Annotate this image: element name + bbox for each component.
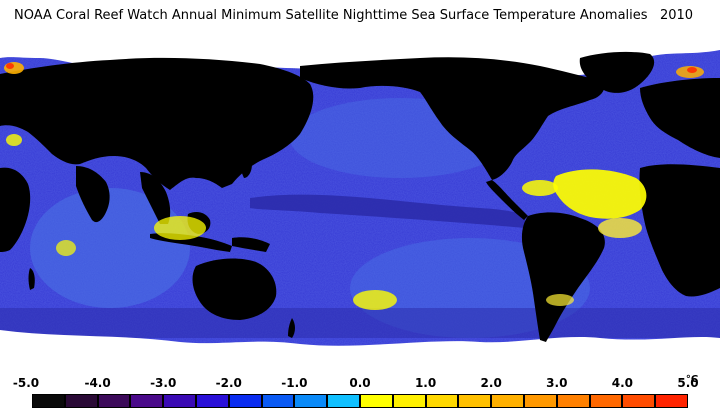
legend-swatch: [359, 394, 393, 408]
equatorial-cold-band: [250, 194, 525, 228]
legend-tick-label: -2.0: [215, 376, 242, 390]
legend-swatch: [491, 394, 524, 408]
madagascar: [28, 268, 35, 290]
legend-tick-label: 2.0: [480, 376, 502, 390]
legend-swatch: [32, 394, 65, 408]
legend-swatch: [163, 394, 196, 408]
southern-ocean-band: [0, 308, 720, 338]
africa: [639, 164, 720, 297]
legend-tick-label: 4.0: [611, 376, 634, 390]
legend-swatch: [589, 394, 623, 408]
colorbar: [32, 394, 688, 408]
legend-tick-label: -5.0: [12, 376, 40, 390]
north-america: [300, 57, 605, 180]
europe-right: [640, 78, 720, 158]
legend-swatch: [195, 394, 229, 408]
arctic-warm-left: [4, 62, 24, 74]
west-australia-warm: [56, 240, 76, 256]
new-zealand: [288, 318, 295, 338]
new-guinea: [232, 237, 270, 252]
india: [76, 166, 110, 223]
legend-tick-label: -4.0: [84, 376, 111, 390]
japan: [238, 142, 252, 178]
legend-swatch: [64, 394, 98, 408]
sst-anomaly-map: [0, 38, 720, 368]
tropical-atlantic-warm: [598, 218, 642, 238]
southeast-asia: [140, 172, 171, 224]
south-atlantic-warm: [546, 294, 574, 306]
legend-tick-label: -1.0: [281, 376, 308, 390]
legend-tick-label: 3.0: [546, 376, 568, 390]
legend-unit: °C: [685, 374, 699, 385]
legend-swatch: [327, 394, 360, 408]
legend-swatch: [228, 394, 262, 408]
legend-swatch: [97, 394, 131, 408]
indonesia-warm: [154, 216, 206, 240]
legend-swatch: [523, 394, 557, 408]
caribbean-warm: [522, 180, 558, 196]
legend-swatch: [261, 394, 295, 408]
arctic-hot-right: [687, 67, 697, 73]
chart-title: NOAA Coral Reef Watch Annual Minimum Sat…: [14, 8, 694, 23]
indian-ocean-light: [30, 188, 190, 308]
legend-swatch: [294, 394, 328, 408]
africa-left: [0, 167, 31, 252]
legend-tick-label: 5.0: [677, 376, 699, 390]
arctic-hot-left: [6, 63, 14, 69]
legend-swatch: [655, 394, 688, 408]
legend-tick-label: 0.0: [349, 376, 371, 390]
legend-swatch: [425, 394, 459, 408]
legend-swatch: [130, 394, 164, 408]
legend-swatch: [622, 394, 656, 408]
atlantic-warm-anomaly: [553, 169, 647, 219]
legend-tick-label: -3.0: [150, 376, 177, 390]
legend-swatch: [458, 394, 492, 408]
greenland: [579, 51, 655, 93]
australia: [192, 258, 277, 320]
east-asia-warm: [6, 134, 22, 146]
legend-swatch: [392, 394, 426, 408]
color-legend: -5.0 -4.0 -3.0 -2.0 -1.0 0.0 1.0 2.0 3.0 4.0 5.0 °C: [0, 374, 720, 411]
eurasia: [0, 57, 314, 190]
legend-swatch: [556, 394, 590, 408]
legend-tick-label: 1.0: [414, 376, 437, 390]
south-pacific-warm: [353, 290, 397, 310]
south-america: [521, 212, 605, 342]
central-america: [486, 180, 528, 220]
